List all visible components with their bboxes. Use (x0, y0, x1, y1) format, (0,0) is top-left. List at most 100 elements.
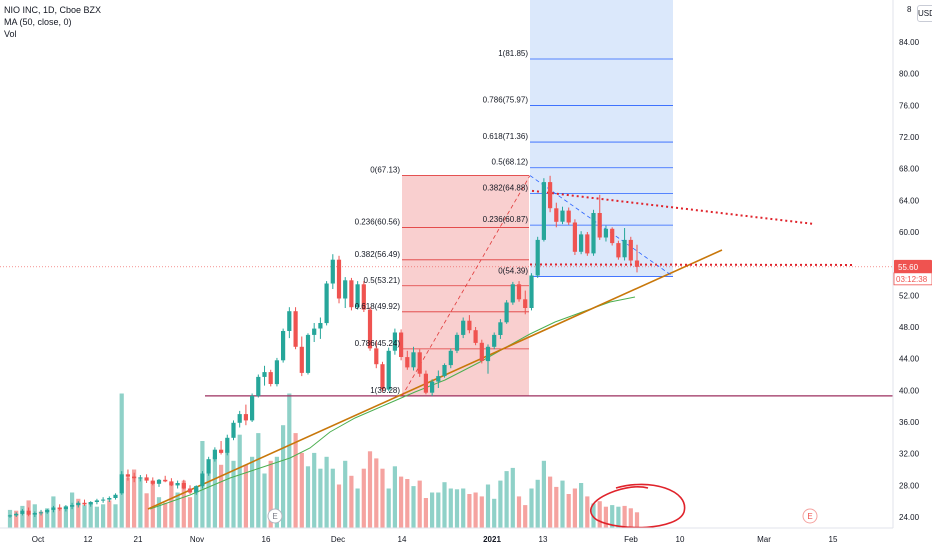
earnings-marker[interactable] (802, 508, 818, 524)
candle-body (492, 334, 497, 347)
candle-body (175, 483, 180, 486)
candle-body (169, 481, 174, 486)
candle-body (423, 373, 428, 393)
price-tick-label: 48.00 (899, 323, 920, 332)
trend-line[interactable] (147, 249, 723, 510)
candle-body (119, 474, 124, 494)
fib-lower-label: 0.236(60.56) (355, 218, 401, 227)
volume-bar (448, 488, 453, 528)
volume-bar (454, 489, 460, 528)
time-tick-label: Mar (757, 535, 771, 544)
time-tick-label: 16 (262, 535, 271, 544)
volume-bar (355, 488, 360, 528)
volume-bar (374, 458, 379, 528)
drawing-lines[interactable] (0, 175, 893, 529)
candle-body (125, 474, 130, 477)
volume-bar (274, 456, 279, 528)
volume-bar (529, 488, 534, 528)
candle-body (548, 182, 553, 209)
candle-body (7, 515, 13, 517)
candle-body (523, 299, 528, 308)
volume-bar (423, 498, 428, 528)
candle-body (392, 332, 397, 351)
current-price-badge (894, 259, 932, 273)
chart-legend: NIO INC, 1D, Cboe BZX MA (50, close, 0) … (4, 4, 101, 40)
candle-body (399, 332, 404, 357)
candle-body (616, 243, 621, 258)
candle-body (256, 376, 261, 396)
ma-indicator-label[interactable]: MA (50, close, 0) (4, 17, 72, 27)
candle-body (622, 239, 627, 258)
time-axis[interactable]: Oct 12 21 Nov 16 Dec 14 2021 13 Feb 10 Mar 15 E E (0, 508, 893, 544)
volume-bar (119, 393, 124, 528)
time-tick-label: 14 (398, 535, 407, 544)
candle-body (101, 499, 106, 501)
fib-lower-label: 0.786(45.24) (355, 339, 401, 348)
volume-bar (442, 482, 447, 528)
time-tick-label: 10 (676, 535, 685, 544)
volume-bar (461, 488, 466, 528)
candle-body (405, 357, 410, 368)
volume-bar (479, 496, 484, 528)
volume-bar (57, 507, 62, 528)
volume-bar (399, 476, 404, 528)
volume-bar (411, 486, 416, 528)
volume-bar (622, 505, 627, 528)
candle-body (628, 239, 633, 261)
volume-bar (113, 504, 118, 528)
candle-body (485, 346, 491, 362)
dotted-support-line[interactable] (529, 263, 854, 266)
candle-body (150, 480, 155, 484)
price-tick-label: 8 (907, 5, 912, 14)
volume-bar (473, 492, 478, 528)
volume-bar (380, 468, 385, 528)
fib-zones (402, 0, 673, 397)
candle-body (206, 459, 211, 474)
earnings-marker[interactable] (267, 508, 283, 524)
volume-bar (467, 494, 472, 528)
volume-bar (194, 488, 199, 528)
fib-lower-label: 0(67.13) (370, 166, 400, 175)
volume-bar (541, 460, 546, 528)
fib-upper-label: 0.786(75.97) (483, 96, 529, 105)
candle-body (504, 302, 509, 323)
price-tick-label: 64.00 (899, 196, 920, 205)
candle-body (436, 376, 441, 382)
candle-body (634, 260, 640, 267)
volume-bar (330, 468, 335, 528)
volume-bar (7, 509, 13, 528)
volume-bar (138, 477, 143, 528)
fib-upper-label: 1(81.85) (498, 49, 528, 58)
symbol-title[interactable]: NIO INC, 1D, Cboe BZX (4, 5, 102, 15)
candle-body (585, 234, 590, 254)
candle-body (88, 502, 93, 505)
candle-body (268, 372, 273, 384)
candle-body (262, 372, 267, 377)
candle-body (274, 360, 279, 385)
price-tick-label: 84.00 (899, 38, 920, 47)
volume-bar (492, 498, 497, 528)
candle-body (287, 311, 292, 331)
volume-bar (38, 511, 44, 528)
current-price-label: 55.60 (898, 263, 919, 272)
fib-labels: 1(81.85) 0.786(75.97) 0.618(71.36) 0.5(68.1… (355, 49, 529, 395)
volume-bar (299, 452, 304, 528)
time-tick-label: 13 (539, 535, 548, 544)
candle-body (498, 322, 503, 335)
currency-badge[interactable]: USD (917, 5, 932, 22)
volume-bar (566, 494, 571, 528)
volume-bar (82, 505, 87, 528)
time-tick-label: Nov (190, 535, 204, 544)
volume-highlight-circle[interactable] (590, 483, 686, 529)
volume-bar (243, 464, 248, 529)
price-axis[interactable]: 8 24.00 28.00 32.00 36.00 40.00 44.00 48.00 52.0… (892, 0, 932, 528)
volume-bar (125, 477, 130, 528)
volume-bar (305, 466, 311, 528)
time-tick-label: 21 (134, 535, 143, 544)
price-tick-label: 68.00 (899, 165, 920, 174)
candle-body (560, 210, 565, 222)
volume-bar (187, 497, 193, 528)
candle-body (417, 352, 422, 374)
volume-indicator-label[interactable]: Vol (4, 29, 17, 39)
